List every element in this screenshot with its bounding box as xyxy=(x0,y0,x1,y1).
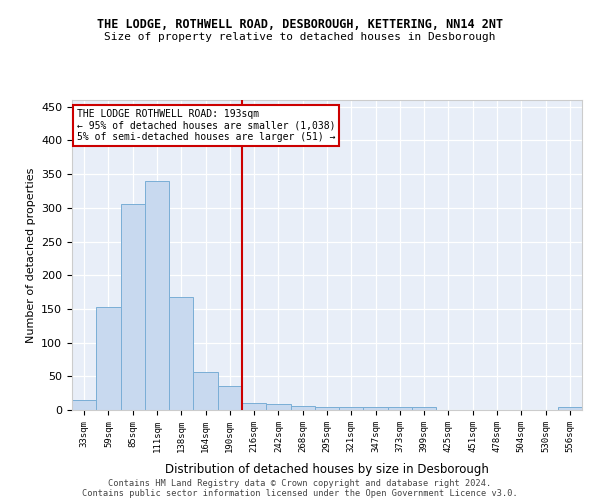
Bar xyxy=(193,372,218,410)
Bar xyxy=(315,408,339,410)
Bar xyxy=(339,406,364,410)
Bar xyxy=(388,406,412,410)
Y-axis label: Number of detached properties: Number of detached properties xyxy=(26,168,35,342)
Bar xyxy=(72,400,96,410)
Text: Contains public sector information licensed under the Open Government Licence v3: Contains public sector information licen… xyxy=(82,488,518,498)
Text: Size of property relative to detached houses in Desborough: Size of property relative to detached ho… xyxy=(104,32,496,42)
Bar xyxy=(121,204,145,410)
Bar xyxy=(364,406,388,410)
Bar xyxy=(145,181,169,410)
Bar xyxy=(412,406,436,410)
Text: Contains HM Land Registry data © Crown copyright and database right 2024.: Contains HM Land Registry data © Crown c… xyxy=(109,478,491,488)
Bar xyxy=(169,298,193,410)
Text: THE LODGE ROTHWELL ROAD: 193sqm
← 95% of detached houses are smaller (1,038)
5% : THE LODGE ROTHWELL ROAD: 193sqm ← 95% of… xyxy=(77,110,335,142)
X-axis label: Distribution of detached houses by size in Desborough: Distribution of detached houses by size … xyxy=(165,463,489,476)
Bar xyxy=(266,404,290,410)
Bar xyxy=(96,307,121,410)
Text: THE LODGE, ROTHWELL ROAD, DESBOROUGH, KETTERING, NN14 2NT: THE LODGE, ROTHWELL ROAD, DESBOROUGH, KE… xyxy=(97,18,503,30)
Bar xyxy=(218,386,242,410)
Bar xyxy=(558,406,582,410)
Bar xyxy=(290,406,315,410)
Bar xyxy=(242,404,266,410)
